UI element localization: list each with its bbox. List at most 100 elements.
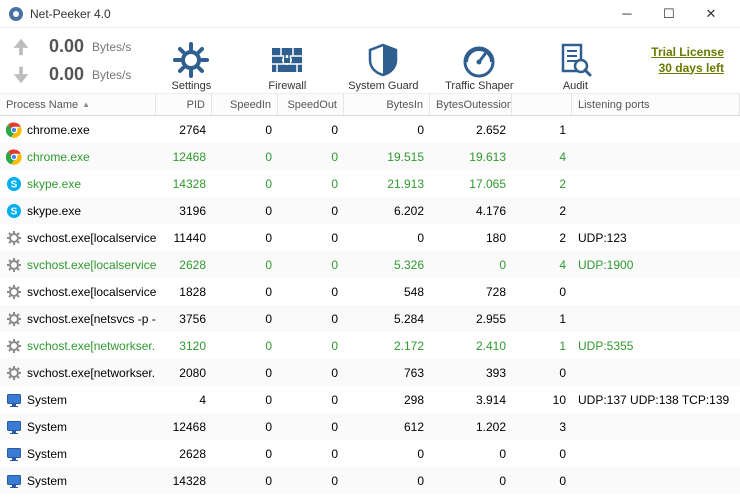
process-name: svchost.exe[localservice... bbox=[27, 258, 156, 272]
process-name: svchost.exe[localservice... bbox=[27, 231, 156, 245]
table-row[interactable]: svchost.exe[networkser...2080007633930 bbox=[0, 359, 740, 386]
cell-pid: 12468 bbox=[156, 150, 212, 164]
process-icon bbox=[6, 122, 22, 138]
systemguard-label: System Guard bbox=[348, 80, 418, 92]
process-name: System bbox=[27, 393, 67, 407]
cell-process: svchost.exe[localservice... bbox=[0, 284, 156, 300]
process-name: System bbox=[27, 447, 67, 461]
trafficshaper-icon bbox=[461, 42, 497, 78]
cell-pid: 3756 bbox=[156, 312, 212, 326]
cell-speedin: 0 bbox=[212, 366, 278, 380]
cell-sessions: 1 bbox=[512, 312, 572, 326]
header-listening[interactable]: Listening ports bbox=[572, 94, 740, 115]
cell-sessions: 2 bbox=[512, 204, 572, 218]
license-line2: 30 days left bbox=[651, 61, 724, 77]
cell-sessions: 10 bbox=[512, 393, 572, 407]
maximize-button[interactable]: ☐ bbox=[648, 0, 690, 28]
process-name: chrome.exe bbox=[27, 150, 90, 164]
process-icon: S bbox=[6, 203, 22, 219]
cell-bytesin: 0 bbox=[344, 123, 430, 137]
cell-speedin: 0 bbox=[212, 204, 278, 218]
settings-button[interactable]: Settings bbox=[147, 30, 235, 92]
cell-bytesout: 3.914 bbox=[430, 393, 512, 407]
header-bytesout-sessions[interactable]: BytesOutessions bbox=[430, 94, 512, 115]
process-name: System bbox=[27, 420, 67, 434]
firewall-button[interactable]: Firewall bbox=[243, 30, 331, 92]
table-row[interactable]: svchost.exe[netsvcs -p -...3756005.2842.… bbox=[0, 305, 740, 332]
trafficshaper-button[interactable]: Traffic Shaper bbox=[435, 30, 523, 92]
cell-bytesout: 393 bbox=[430, 366, 512, 380]
cell-speedout: 0 bbox=[278, 447, 344, 461]
process-icon bbox=[6, 284, 22, 300]
table-row[interactable]: System12468006121.2023 bbox=[0, 413, 740, 440]
process-icon bbox=[6, 473, 22, 489]
cell-speedin: 0 bbox=[212, 150, 278, 164]
cell-process: svchost.exe[netsvcs -p -... bbox=[0, 311, 156, 327]
cell-sessions: 0 bbox=[512, 474, 572, 488]
table-row[interactable]: svchost.exe[localservice...1828005487280 bbox=[0, 278, 740, 305]
header-process[interactable]: Process Name▲ bbox=[0, 94, 156, 115]
table-row[interactable]: svchost.exe[localservice...114400001802U… bbox=[0, 224, 740, 251]
cell-process: svchost.exe[localservice... bbox=[0, 257, 156, 273]
cell-sessions: 2 bbox=[512, 231, 572, 245]
trafficshaper-label: Traffic Shaper bbox=[445, 80, 513, 92]
table-row[interactable]: System1432800000 bbox=[0, 467, 740, 494]
cell-speedin: 0 bbox=[212, 177, 278, 191]
audit-button[interactable]: Audit bbox=[531, 30, 619, 92]
cell-pid: 2628 bbox=[156, 258, 212, 272]
cell-speedin: 0 bbox=[212, 447, 278, 461]
cell-process: Sskype.exe bbox=[0, 203, 156, 219]
cell-bytesin: 19.515 bbox=[344, 150, 430, 164]
cell-bytesout: 180 bbox=[430, 231, 512, 245]
cell-sessions: 4 bbox=[512, 150, 572, 164]
license-link[interactable]: Trial License 30 days left bbox=[651, 45, 724, 76]
close-button[interactable]: ✕ bbox=[690, 0, 732, 28]
table-row[interactable]: chrome.exe124680019.51519.6134 bbox=[0, 143, 740, 170]
cell-sessions: 3 bbox=[512, 420, 572, 434]
cell-sessions: 4 bbox=[512, 258, 572, 272]
speed-block: 0.00 Bytes/s 0.00 Bytes/s bbox=[10, 36, 131, 86]
minimize-button[interactable]: ─ bbox=[606, 0, 648, 28]
header-speedin[interactable]: SpeedIn bbox=[212, 94, 278, 115]
column-headers: Process Name▲ PID SpeedIn SpeedOut Bytes… bbox=[0, 94, 740, 116]
cell-speedin: 0 bbox=[212, 393, 278, 407]
cell-pid: 14328 bbox=[156, 177, 212, 191]
header-speedout[interactable]: SpeedOut bbox=[278, 94, 344, 115]
cell-pid: 1828 bbox=[156, 285, 212, 299]
toolbar: 0.00 Bytes/s 0.00 Bytes/s Settings Firew… bbox=[0, 28, 740, 94]
cell-speedout: 0 bbox=[278, 474, 344, 488]
process-name: chrome.exe bbox=[27, 123, 90, 137]
cell-speedout: 0 bbox=[278, 366, 344, 380]
cell-process: chrome.exe bbox=[0, 122, 156, 138]
process-name: svchost.exe[localservice... bbox=[27, 285, 156, 299]
cell-bytesout: 2.652 bbox=[430, 123, 512, 137]
audit-label: Audit bbox=[563, 80, 588, 92]
cell-bytesout: 19.613 bbox=[430, 150, 512, 164]
header-pid[interactable]: PID bbox=[156, 94, 212, 115]
process-name: skype.exe bbox=[27, 177, 81, 191]
process-icon bbox=[6, 311, 22, 327]
upload-arrow-icon bbox=[10, 36, 32, 58]
header-bytesin[interactable]: BytesIn bbox=[344, 94, 430, 115]
cell-speedout: 0 bbox=[278, 204, 344, 218]
cell-speedout: 0 bbox=[278, 177, 344, 191]
table-row[interactable]: Sskype.exe3196006.2024.1762 bbox=[0, 197, 740, 224]
table-row[interactable]: chrome.exe27640002.6521 bbox=[0, 116, 740, 143]
cell-process: Sskype.exe bbox=[0, 176, 156, 192]
table-row[interactable]: System4002983.91410UDP:137 UDP:138 TCP:1… bbox=[0, 386, 740, 413]
process-name: svchost.exe[networkser... bbox=[27, 366, 156, 380]
table-row[interactable]: Sskype.exe143280021.91317.0652 bbox=[0, 170, 740, 197]
cell-speedout: 0 bbox=[278, 285, 344, 299]
cell-bytesin: 21.913 bbox=[344, 177, 430, 191]
cell-listening: UDP:123 bbox=[572, 231, 740, 245]
upload-speed-unit: Bytes/s bbox=[92, 40, 131, 54]
table-row[interactable]: svchost.exe[localservice...2628005.32604… bbox=[0, 251, 740, 278]
cell-pid: 2628 bbox=[156, 447, 212, 461]
cell-sessions: 1 bbox=[512, 123, 572, 137]
table-row[interactable]: svchost.exe[networkser...3120002.1722.41… bbox=[0, 332, 740, 359]
cell-bytesin: 0 bbox=[344, 231, 430, 245]
systemguard-button[interactable]: System Guard bbox=[339, 30, 427, 92]
process-icon bbox=[6, 149, 22, 165]
table-row[interactable]: System262800000 bbox=[0, 440, 740, 467]
cell-pid: 2764 bbox=[156, 123, 212, 137]
